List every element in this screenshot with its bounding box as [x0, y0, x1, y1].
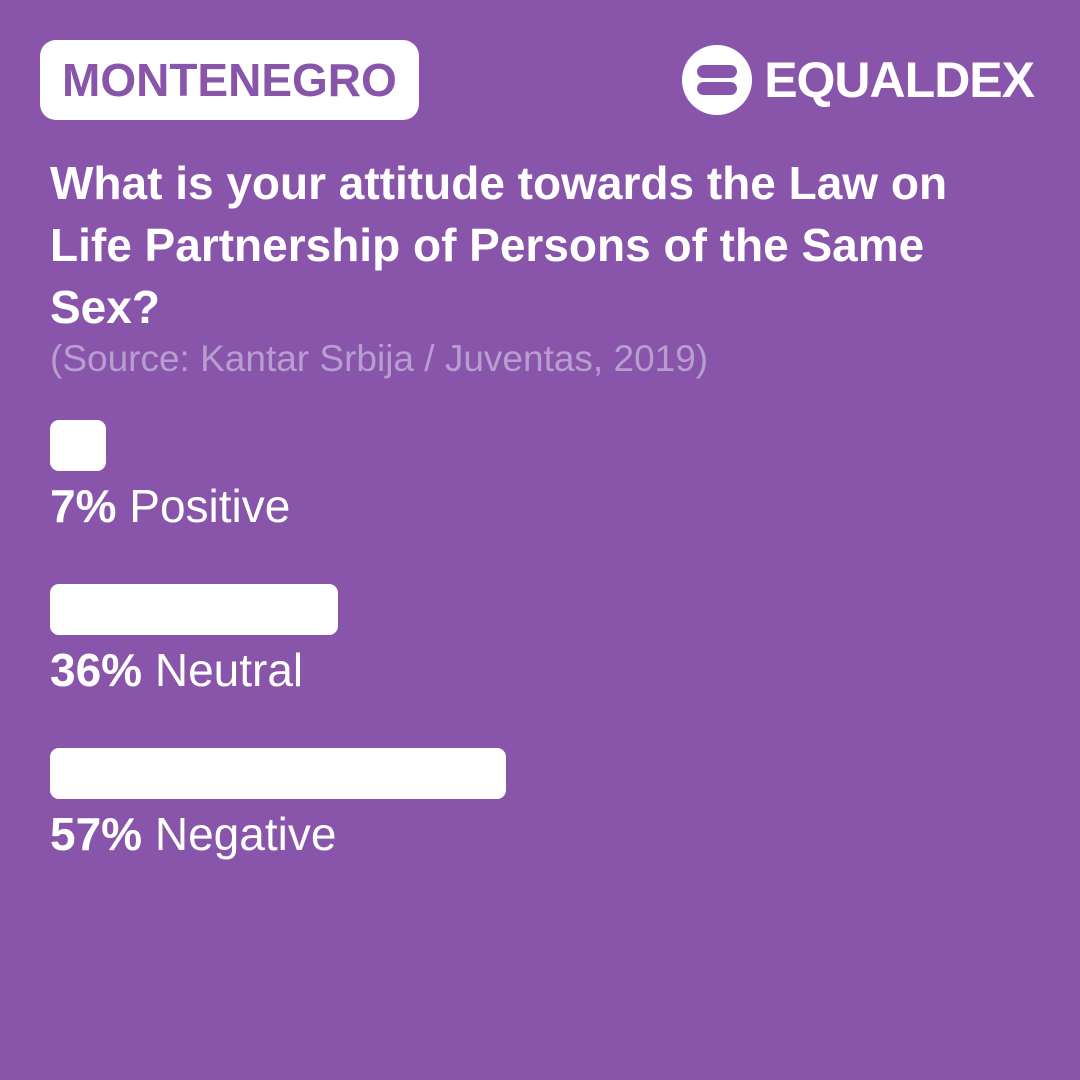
- bar-positive: [50, 420, 106, 471]
- bar-row-negative: 57% Negative: [50, 748, 1030, 888]
- bar-chart: 7% Positive 36% Neutral 57% Negative: [50, 420, 1030, 890]
- brand: EQUALDEX: [682, 44, 1035, 116]
- bar-label-neutral: 36% Neutral: [50, 642, 303, 698]
- value-label: 7%: [50, 480, 117, 532]
- category-label: Negative: [142, 808, 337, 860]
- bar-row-positive: 7% Positive: [50, 420, 1030, 560]
- bar-row-neutral: 36% Neutral: [50, 584, 1030, 724]
- country-badge: MONTENEGRO: [40, 40, 419, 120]
- value-label: 57%: [50, 808, 143, 860]
- country-name: MONTENEGRO: [62, 54, 397, 106]
- brand-name: EQUALDEX: [764, 52, 1035, 108]
- bar-label-negative: 57% Negative: [50, 806, 336, 862]
- value-label: 36%: [50, 644, 143, 696]
- bar-negative: [50, 748, 506, 799]
- bar-label-positive: 7% Positive: [50, 478, 290, 534]
- equaldex-logo-icon: [682, 45, 753, 115]
- bar-neutral: [50, 584, 338, 635]
- category-label: Neutral: [142, 644, 304, 696]
- source-note: (Source: Kantar Srbija / Juventas, 2019): [50, 338, 709, 379]
- category-label: Positive: [116, 480, 291, 532]
- question-title: What is your attitude towards the Law on…: [50, 157, 948, 333]
